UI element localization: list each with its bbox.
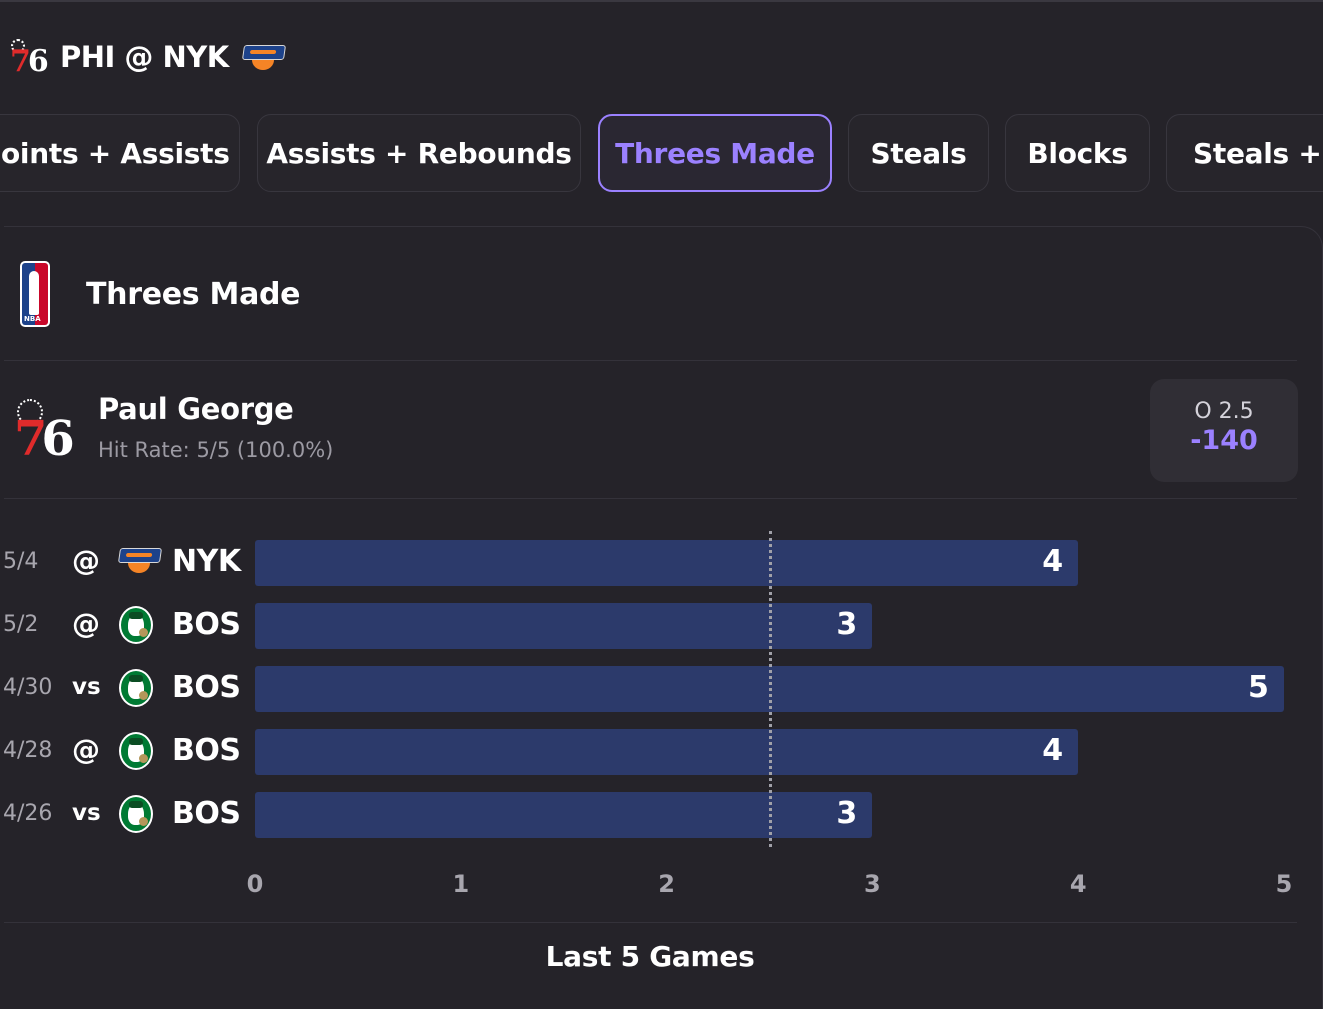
tab-steals[interactable]: Steals bbox=[848, 114, 989, 192]
card-title: Threes Made bbox=[86, 276, 301, 312]
bar-value-label: 3 bbox=[836, 796, 858, 831]
game-location: @ bbox=[72, 733, 100, 766]
game-date: 5/4 bbox=[3, 549, 39, 574]
x-tick-label: 2 bbox=[658, 870, 675, 898]
celtics-logo-icon bbox=[119, 606, 155, 646]
odds-line: O 2.5 bbox=[1194, 399, 1254, 424]
opponent-team: BOS bbox=[172, 607, 241, 642]
game-date: 4/30 bbox=[3, 675, 53, 700]
divider bbox=[4, 922, 1297, 923]
chart-bar bbox=[255, 729, 1079, 775]
x-tick-label: 1 bbox=[452, 870, 470, 898]
card-header: NBA Threes Made bbox=[20, 260, 301, 328]
bar-value-label: 4 bbox=[1042, 733, 1064, 768]
bar-value-label: 3 bbox=[836, 607, 858, 642]
game-location: vs bbox=[72, 800, 101, 826]
tab-label: Steals + B bbox=[1193, 136, 1323, 170]
celtics-logo-icon bbox=[119, 795, 155, 835]
tab-assists-rebounds[interactable]: Assists + Rebounds bbox=[257, 114, 581, 192]
opponent-team: BOS bbox=[172, 796, 241, 831]
game-date: 5/2 bbox=[3, 612, 39, 637]
divider bbox=[4, 498, 1297, 499]
tab-label: Steals bbox=[870, 136, 967, 170]
celtics-logo-icon bbox=[119, 732, 155, 772]
x-tick-label: 5 bbox=[1275, 870, 1293, 898]
odds-price: -140 bbox=[1190, 425, 1258, 456]
chart-bar bbox=[255, 792, 873, 838]
tab-threes-made[interactable]: Threes Made bbox=[598, 114, 832, 192]
tab-label: Threes Made bbox=[615, 136, 815, 170]
stat-tabs: oints + Assists Assists + Rebounds Three… bbox=[0, 114, 1323, 194]
game-date: 4/26 bbox=[3, 801, 53, 826]
top-border bbox=[0, 0, 1323, 2]
knicks-logo-icon bbox=[241, 44, 286, 70]
76ers-logo-icon: 76 bbox=[10, 35, 49, 79]
game-location: @ bbox=[72, 607, 100, 640]
tab-blocks[interactable]: Blocks bbox=[1005, 114, 1150, 192]
chart-footer: Last 5 Games bbox=[545, 940, 755, 973]
76ers-logo-icon: 76 bbox=[14, 396, 75, 466]
tab-label: Assists + Rebounds bbox=[266, 136, 572, 170]
x-tick-label: 4 bbox=[1069, 870, 1087, 898]
nba-logo-icon: NBA bbox=[20, 261, 50, 327]
game-date: 4/28 bbox=[3, 738, 53, 763]
game-location: vs bbox=[72, 674, 101, 700]
odds-button[interactable]: O 2.5 -140 bbox=[1150, 379, 1298, 482]
tab-label: Blocks bbox=[1027, 136, 1128, 170]
player-name[interactable]: Paul George bbox=[98, 392, 294, 426]
x-tick-label: 0 bbox=[246, 870, 264, 898]
opponent-team: NYK bbox=[172, 544, 241, 579]
x-tick-label: 3 bbox=[864, 870, 881, 898]
matchup-header[interactable]: 76 PHI @ NYK bbox=[10, 32, 286, 82]
celtics-logo-icon bbox=[119, 669, 155, 709]
tab-steals-blocks[interactable]: Steals + B bbox=[1166, 114, 1323, 192]
bar-value-label: 4 bbox=[1042, 544, 1064, 579]
opponent-team: BOS bbox=[172, 670, 241, 705]
chart-bar bbox=[255, 540, 1079, 586]
divider bbox=[4, 360, 1297, 361]
matchup-title: PHI @ NYK bbox=[60, 40, 229, 74]
chart-bar bbox=[255, 603, 873, 649]
opponent-team: BOS bbox=[172, 733, 241, 768]
threshold-line bbox=[768, 531, 772, 847]
tab-points-assists[interactable]: oints + Assists bbox=[0, 114, 240, 192]
knicks-logo-icon bbox=[117, 547, 163, 577]
tab-label: oints + Assists bbox=[1, 136, 230, 170]
game-location: @ bbox=[72, 544, 100, 577]
bar-value-label: 5 bbox=[1248, 670, 1269, 705]
hit-rate: Hit Rate: 5/5 (100.0%) bbox=[98, 438, 334, 462]
